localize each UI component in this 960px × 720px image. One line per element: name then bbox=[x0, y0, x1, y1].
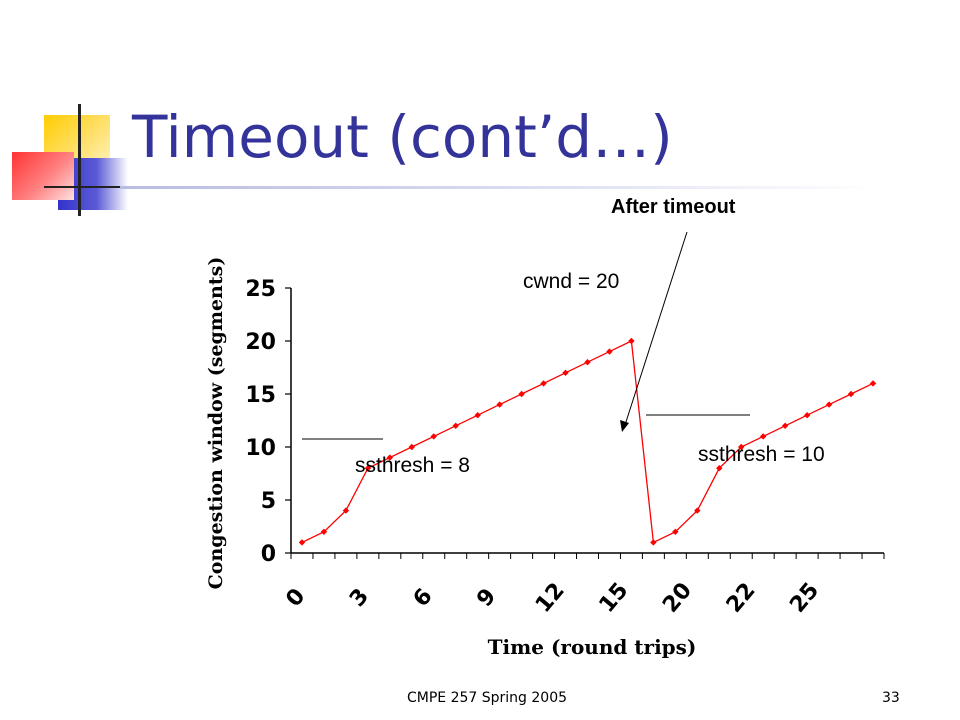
data-point bbox=[320, 528, 328, 535]
data-point bbox=[298, 539, 306, 546]
data-point bbox=[650, 539, 657, 546]
after-timeout-arrow-line bbox=[624, 231, 688, 426]
ssthresh-8-label: ssthresh = 8 bbox=[355, 454, 470, 477]
data-point bbox=[584, 359, 591, 366]
data-point bbox=[760, 433, 767, 440]
x-tick-label: 9 bbox=[472, 584, 501, 612]
deco-red-square bbox=[12, 152, 74, 200]
data-point bbox=[474, 412, 481, 419]
cwnd-label: cwnd = 20 bbox=[523, 270, 620, 293]
data-point bbox=[408, 443, 415, 451]
x-tick-label: 3 bbox=[345, 584, 374, 612]
data-point bbox=[803, 412, 811, 419]
y-tick-label: 25 bbox=[245, 277, 276, 302]
data-point bbox=[628, 337, 635, 345]
data-point bbox=[672, 528, 679, 535]
data-point bbox=[496, 401, 503, 408]
chart-annotation-lines bbox=[302, 231, 750, 440]
x-tick-label: 22 bbox=[722, 578, 761, 618]
after-timeout-label: After timeout bbox=[611, 196, 736, 218]
footer-course-text: CMPE 257 Spring 2005 bbox=[407, 690, 568, 706]
x-tick-label: 25 bbox=[785, 578, 824, 618]
data-point bbox=[606, 348, 613, 355]
x-tick-label: 12 bbox=[531, 578, 570, 618]
data-point bbox=[518, 390, 525, 398]
y-tick-label: 15 bbox=[245, 383, 276, 408]
logo-decoration bbox=[0, 100, 140, 220]
cwnd-series-line bbox=[301, 340, 874, 544]
y-tick-label: 20 bbox=[245, 330, 276, 355]
title-underline bbox=[120, 186, 880, 189]
y-axis-label: Congestion window (segments) bbox=[205, 257, 227, 590]
x-tick-label: 0 bbox=[282, 584, 311, 612]
data-point bbox=[781, 422, 789, 429]
data-point bbox=[716, 465, 723, 472]
data-point bbox=[386, 454, 394, 461]
x-tick-label: 15 bbox=[595, 578, 634, 618]
data-point bbox=[364, 465, 372, 472]
data-point bbox=[452, 422, 459, 429]
data-point bbox=[847, 390, 855, 398]
after-timeout-arrowhead bbox=[620, 420, 629, 432]
x-axis-label: Time (round trips) bbox=[488, 635, 697, 659]
chart-series bbox=[298, 337, 877, 546]
data-point bbox=[430, 433, 437, 440]
data-point bbox=[342, 507, 350, 514]
data-point bbox=[694, 507, 701, 514]
page-number: 33 bbox=[882, 690, 900, 706]
deco-vertical-line bbox=[78, 104, 81, 216]
chart-axes bbox=[290, 288, 884, 554]
data-point bbox=[869, 380, 877, 387]
data-point bbox=[738, 443, 745, 451]
ssthresh-10-label: ssthresh = 10 bbox=[698, 443, 825, 466]
deco-horizontal-line bbox=[44, 186, 134, 188]
data-point bbox=[825, 401, 833, 408]
x-tick-label: 20 bbox=[658, 578, 697, 618]
data-point bbox=[562, 369, 569, 376]
y-tick-label: 0 bbox=[261, 542, 276, 567]
data-point bbox=[540, 380, 547, 387]
x-tick-label: 6 bbox=[409, 584, 438, 612]
y-tick-label: 5 bbox=[261, 489, 276, 514]
y-tick-label: 10 bbox=[245, 436, 276, 461]
page-title: Timeout (cont’d…) bbox=[132, 103, 673, 171]
